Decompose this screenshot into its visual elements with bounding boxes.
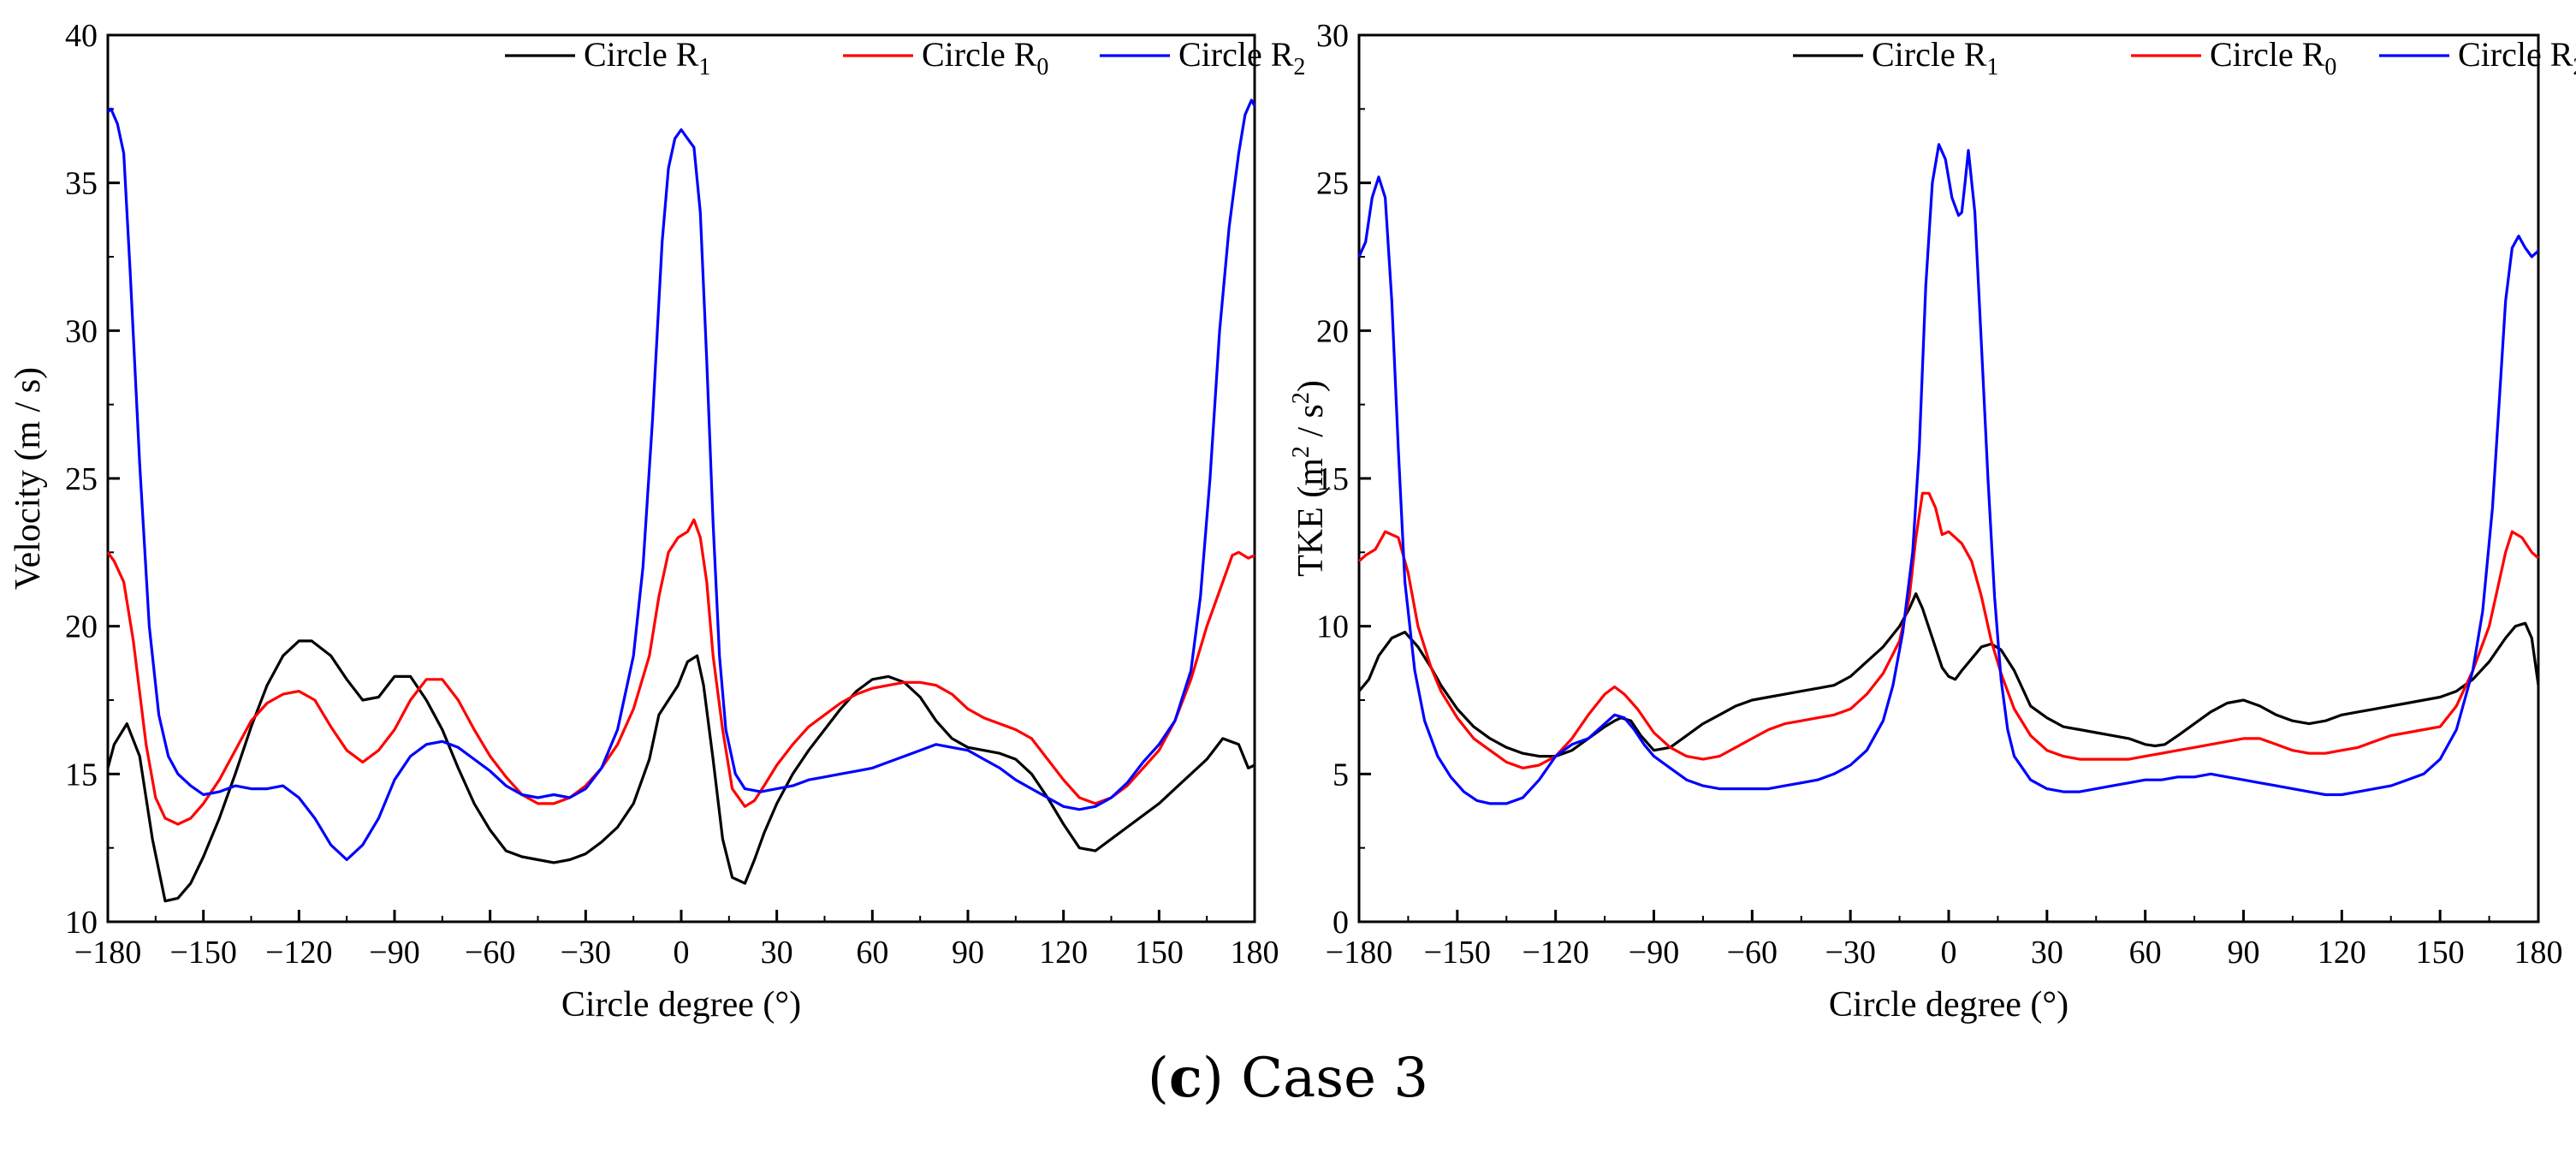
x-tick-label: 150	[1135, 935, 1184, 971]
x-tick-label: −150	[1424, 935, 1491, 971]
series-line-circle-r1	[1357, 592, 2540, 758]
x-tick-label: −30	[1825, 935, 1875, 971]
legend-label-subscript: 2	[1293, 54, 1305, 80]
x-axis-label: Circle degree (°)	[561, 985, 801, 1024]
legend-label-subscript: 1	[698, 54, 710, 80]
y-tick-label: 35	[65, 166, 98, 202]
y-tick-label: 25	[65, 461, 98, 497]
x-tick-label: −180	[74, 935, 141, 971]
y-tick-label: 30	[1316, 18, 1349, 54]
y-label-text: / s	[1291, 404, 1331, 446]
plot-frame	[106, 33, 1256, 923]
tke-chart: −180 −150 −120 −90 −60 −30 0 30 60 90 120 150 180051…	[1288, 18, 2576, 1024]
x-tick-label: 180	[1231, 935, 1279, 971]
legend-label: Circle R1	[584, 35, 710, 80]
figure-caption: (c) Case 3	[1147, 1046, 1429, 1110]
y-tick-label: 20	[1316, 313, 1349, 349]
x-tick-label: −120	[1522, 935, 1588, 971]
series-line-circle-r0	[106, 518, 1255, 826]
caption-text: Case 3	[1241, 1047, 1429, 1110]
y-tick-label: 25	[1316, 166, 1349, 202]
x-tick-label: 30	[761, 935, 793, 971]
legend-label-text: Circle R	[2210, 35, 2325, 74]
y-tick-label: 15	[1316, 461, 1349, 497]
x-tick-label: 30	[2031, 935, 2063, 971]
legend-label-subscript: 1	[1986, 54, 1998, 80]
y-tick-label: 10	[65, 905, 98, 941]
y-axis-label: TKE (m2 / s2)	[1288, 380, 1331, 577]
y-tick-label: 5	[1333, 757, 1349, 793]
legend-label-text: Circle R	[1872, 35, 1987, 74]
legend-label: Circle R1	[1872, 35, 1998, 80]
legend-label: Circle R0	[2210, 35, 2336, 80]
x-tick-label: 120	[2318, 935, 2366, 971]
caption-label: c	[1168, 1046, 1202, 1110]
y-label-superscript: 2	[1288, 446, 1315, 458]
legend-label-text: Circle R	[922, 35, 1037, 74]
x-tick-label: −120	[265, 935, 332, 971]
y-tick-label: 30	[65, 313, 98, 349]
series-line-circle-r0	[1357, 491, 2540, 770]
series-line-circle-r2	[1357, 143, 2540, 805]
legend-label: Circle R2	[2458, 35, 2576, 80]
x-tick-label: 60	[2129, 935, 2162, 971]
x-tick-label: −180	[1326, 935, 1392, 971]
legend-label-text: Circle R	[584, 35, 699, 74]
x-tick-label: 120	[1039, 935, 1088, 971]
x-tick-label: −150	[169, 935, 236, 971]
y-tick-label: 20	[65, 609, 98, 645]
y-tick-label: 0	[1333, 905, 1349, 941]
x-tick-label: −90	[369, 935, 419, 971]
legend-label: Circle R0	[922, 35, 1048, 80]
y-label-text: TKE (m	[1291, 458, 1331, 577]
legend-label-subscript: 0	[1036, 54, 1048, 80]
x-tick-label: −30	[561, 935, 611, 971]
y-tick-label: 40	[65, 18, 98, 54]
legend-label-text: Circle R	[2458, 35, 2573, 74]
legend-label-subscript: 0	[2324, 54, 2336, 80]
x-tick-label: 0	[674, 935, 690, 971]
x-tick-label: 90	[2228, 935, 2260, 971]
x-tick-label: 150	[2416, 935, 2465, 971]
y-tick-label: 15	[65, 757, 98, 793]
velocity-chart: −180 −150 −120 −90 −60 −30 0 30 60 90 120 150 180101…	[9, 18, 1305, 1024]
plot-frame	[1357, 33, 2540, 923]
x-tick-label: −60	[465, 935, 515, 971]
x-tick-label: −90	[1629, 935, 1679, 971]
x-tick-label: −60	[1727, 935, 1778, 971]
x-tick-label: 60	[856, 935, 888, 971]
series-line-circle-r1	[106, 639, 1255, 903]
y-label-superscript: 2	[1288, 392, 1315, 404]
x-tick-label: 180	[2514, 935, 2563, 971]
x-tick-label: 90	[952, 935, 984, 971]
y-label-text: )	[1291, 380, 1331, 392]
x-tick-label: 0	[1941, 935, 1957, 971]
legend-label-subscript: 2	[2573, 54, 2576, 80]
y-tick-label: 10	[1316, 609, 1349, 645]
x-axis-label: Circle degree (°)	[1829, 985, 2069, 1024]
legend-label: Circle R2	[1178, 35, 1305, 80]
legend-label-text: Circle R	[1178, 35, 1294, 74]
series-line-circle-r2	[106, 98, 1256, 862]
y-axis-label: Velocity (m / s)	[9, 367, 48, 590]
